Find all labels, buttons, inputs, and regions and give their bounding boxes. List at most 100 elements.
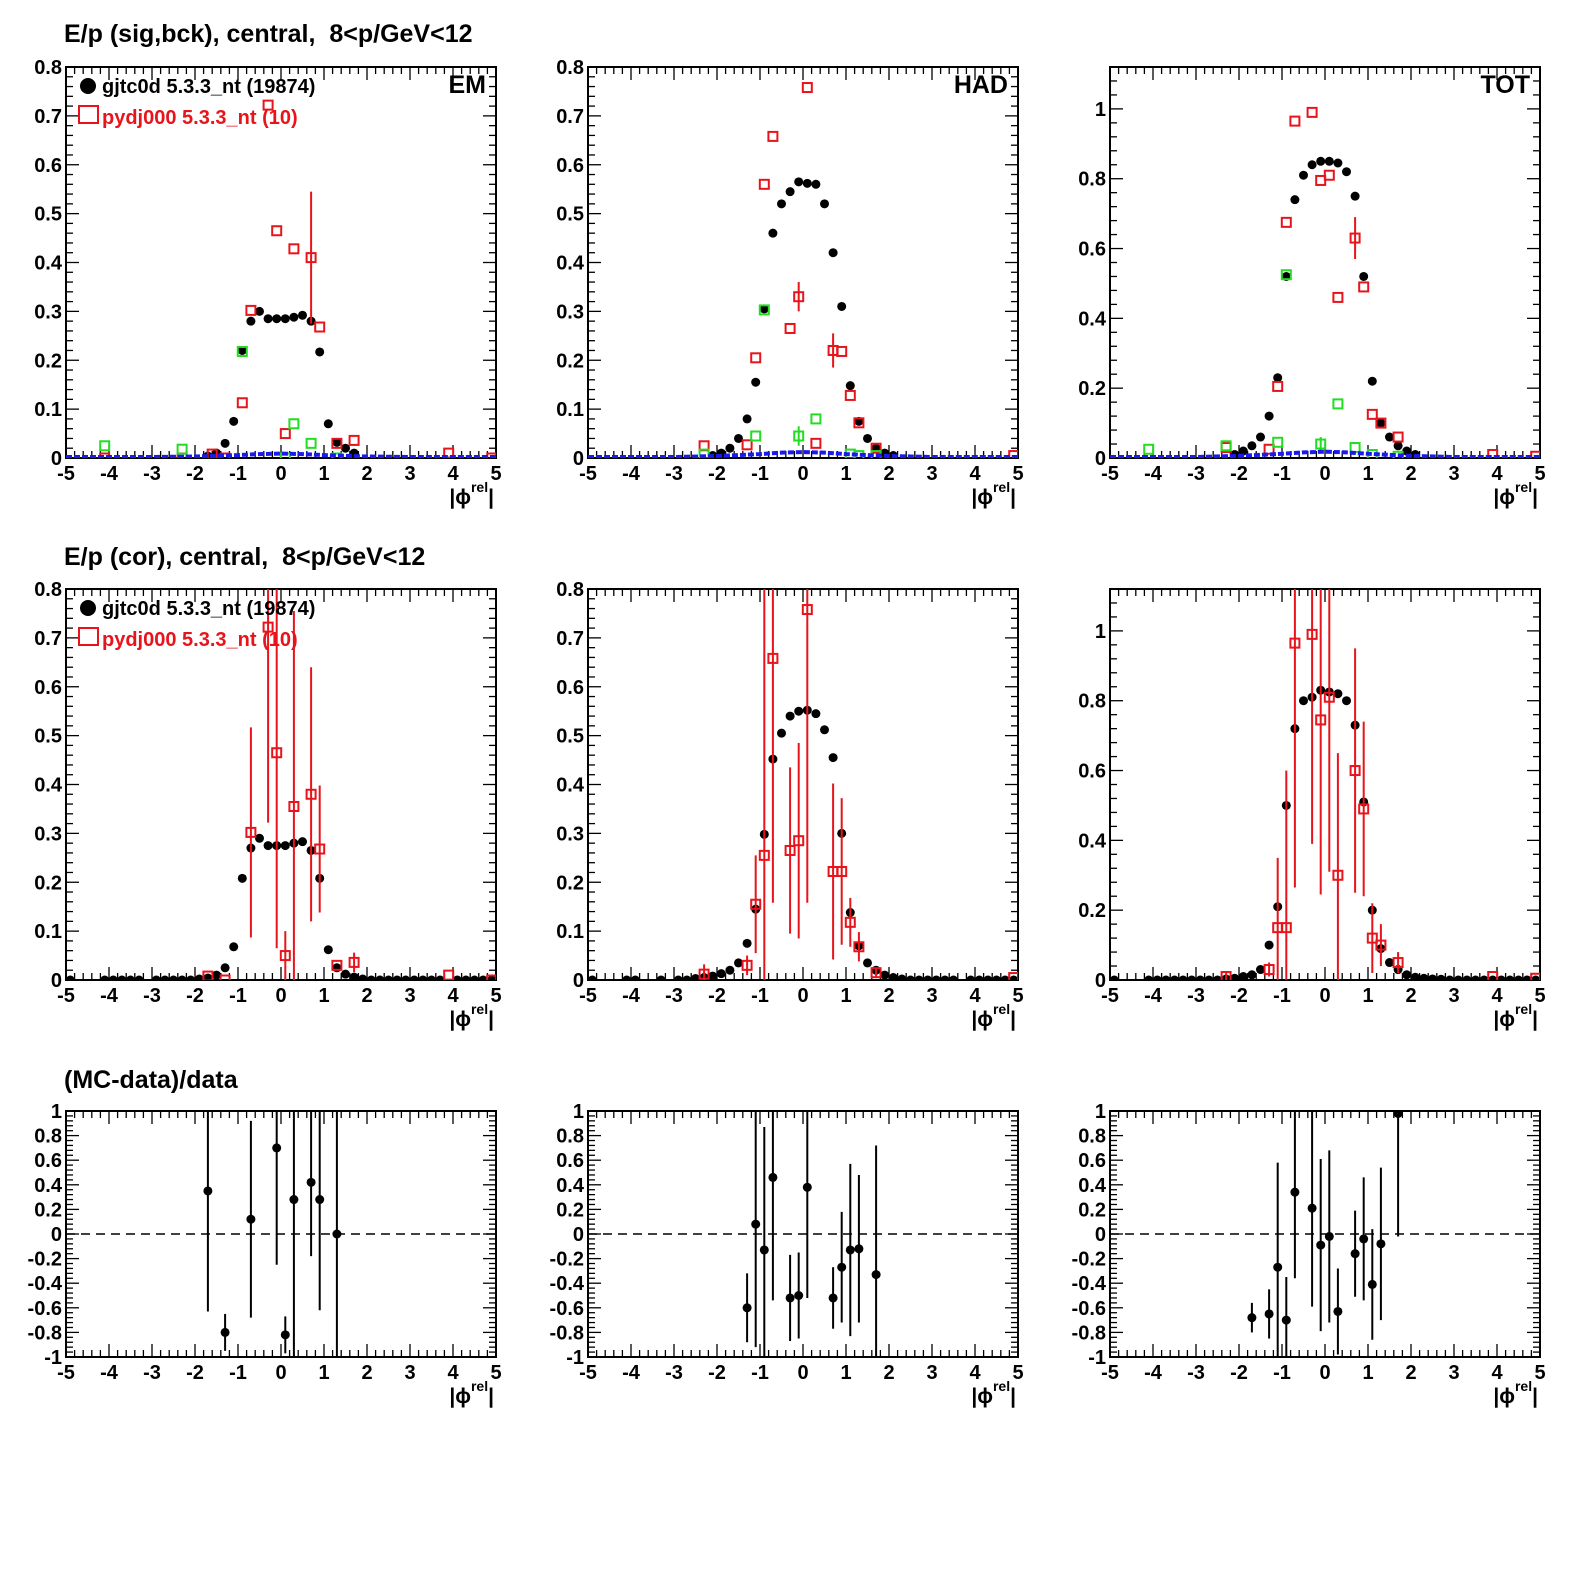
y-tick-label: 0.3 (556, 301, 584, 323)
x-tick-label: 4 (969, 1362, 981, 1384)
data-point (751, 377, 761, 387)
mc-point (99, 440, 111, 452)
panel-cor-had: -5 -4 -3 -2 -1 0 1 2 3 4 5 0 0.1 0.2 0.3 0.4 0.5 0.6 0.7 0.… (556, 579, 1023, 1031)
data-point (263, 841, 273, 851)
data-point (1410, 972, 1420, 980)
x-tick-label: 4 (447, 463, 459, 485)
data-point (160, 975, 170, 980)
x-axis-label-end: | (488, 1385, 494, 1408)
y-tick-label: 0.1 (34, 921, 62, 943)
data-point (1110, 975, 1119, 980)
data-point (1204, 975, 1214, 980)
x-tick-label: 2 (361, 985, 372, 1007)
data-point (673, 975, 683, 980)
y-tick-label: 0.6 (556, 1150, 584, 1172)
x-tick-label: -2 (708, 985, 726, 1007)
data-point (66, 975, 75, 980)
mc-point (1375, 939, 1387, 951)
x-tick-label: 5 (490, 985, 501, 1007)
data-point (1350, 191, 1360, 201)
mc-point (1392, 431, 1404, 443)
series-bck-mc (1143, 269, 1404, 458)
data-point (427, 975, 436, 980)
y-tick-label: 0.6 (34, 155, 62, 177)
data-point (280, 314, 290, 324)
mc-point (348, 956, 360, 968)
x-tick-label: 5 (1534, 985, 1545, 1007)
x-axis-label-main: |ϕ (971, 1008, 993, 1031)
x-tick-label: -4 (622, 1362, 641, 1384)
x-tick-label: -2 (708, 1362, 726, 1384)
data-point (1393, 1111, 1403, 1118)
data-point (289, 1195, 299, 1205)
x-tick-label: 1 (318, 1362, 329, 1384)
x-axis-label-main: |ϕ (1493, 1008, 1515, 1031)
legend-label-data: gjtc0d 5.3.3_nt (19874) (102, 76, 315, 98)
data-point (1256, 432, 1265, 442)
data-point (1264, 1309, 1274, 1319)
mc-point (1306, 628, 1318, 640)
data-point (1333, 158, 1343, 168)
corner-label: TOT (1480, 71, 1530, 99)
x-tick-label: -2 (186, 1362, 204, 1384)
mc-point (741, 959, 753, 971)
row-title-sig-bck: E/p (sig,bck), central, 8<p/GeV<12 (64, 20, 473, 48)
mc-point (314, 321, 326, 333)
x-axis-label-sup: rel (1515, 479, 1532, 495)
x-tick-label: 1 (318, 463, 329, 485)
y-tick-label: 0.4 (556, 1175, 585, 1197)
y-tick-label: 0.4 (556, 775, 585, 797)
row-title-cor: E/p (cor), central, 8<p/GeV<12 (64, 543, 426, 571)
data-point (992, 975, 1001, 980)
data-point (212, 970, 221, 980)
data-point (923, 975, 933, 980)
series-bck-mc (99, 345, 343, 458)
mc-point (853, 941, 865, 953)
data-point (358, 974, 368, 980)
mc-point (810, 413, 822, 425)
y-tick-label: 0.4 (34, 1175, 63, 1197)
series-pydj000-5-3-3-nt-10- (698, 82, 1018, 458)
data-point (478, 975, 488, 980)
data-point (1247, 1313, 1257, 1323)
mc-point (443, 969, 455, 980)
data-layer (588, 82, 1018, 458)
data-point (1273, 373, 1283, 383)
data-point (1505, 975, 1515, 980)
mc-point (1349, 765, 1361, 777)
data-point (220, 1327, 230, 1337)
data-point (1496, 975, 1506, 980)
y-tick-label: 0.2 (34, 350, 62, 372)
data-point (1290, 195, 1300, 205)
data-point (863, 958, 872, 968)
data-point (349, 972, 359, 980)
mc-point (219, 974, 231, 980)
mc-point (1332, 869, 1344, 881)
x-tick-label: 4 (447, 985, 459, 1007)
legend-marker-data (80, 78, 96, 94)
mc-point (236, 397, 248, 409)
data-point (630, 975, 640, 980)
x-tick-label: 2 (883, 463, 894, 485)
data-point (837, 301, 847, 311)
data-point (837, 1262, 847, 1272)
y-tick-label: 0.6 (1078, 761, 1106, 783)
data-point (1264, 940, 1274, 950)
mc-point (1289, 115, 1301, 127)
x-tick-label: 1 (318, 985, 329, 1007)
x-tick-label: -2 (186, 985, 204, 1007)
data-point (1230, 973, 1240, 980)
y-tick-label: 0 (51, 970, 62, 992)
data-point (768, 1172, 778, 1182)
x-tick-label: -3 (143, 463, 161, 485)
x-tick-label: 2 (883, 985, 894, 1007)
data-point (1195, 975, 1205, 980)
mc-point (767, 652, 779, 664)
y-tick-label: 0.7 (34, 628, 62, 650)
y-tick-label: 0.8 (556, 1126, 584, 1148)
mc-point (1315, 438, 1327, 450)
y-tick-label: -0.8 (1072, 1322, 1106, 1344)
x-tick-label: 1 (1362, 1362, 1373, 1384)
x-tick-label: -1 (1273, 1362, 1291, 1384)
series-gjtc0d-5-3-3-nt-19874- (66, 833, 496, 980)
